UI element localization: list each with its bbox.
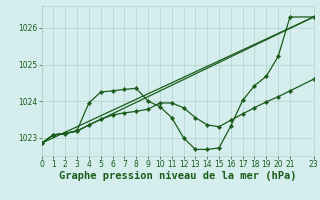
X-axis label: Graphe pression niveau de la mer (hPa): Graphe pression niveau de la mer (hPa) [59, 171, 296, 181]
